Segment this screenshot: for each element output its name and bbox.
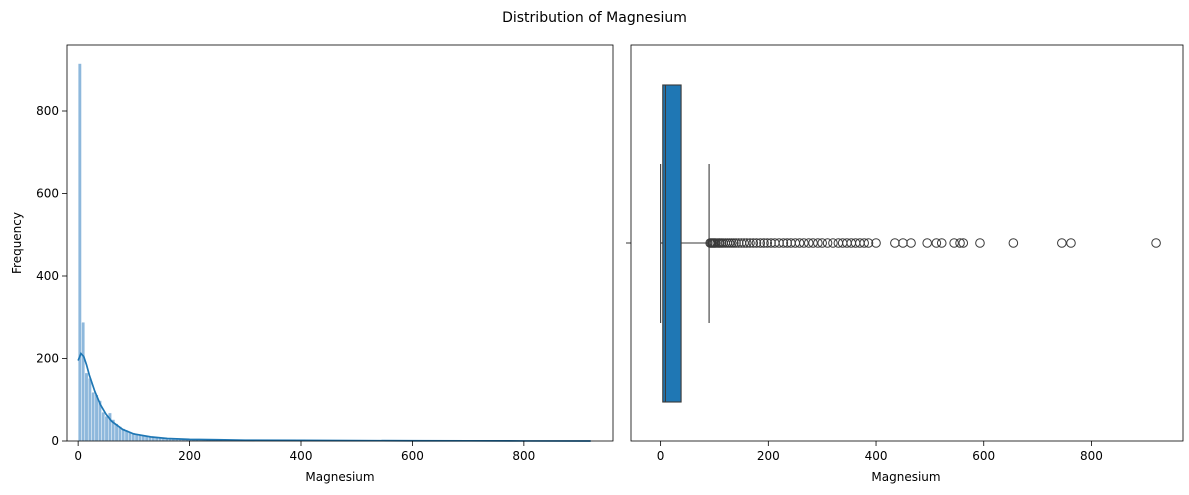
boxplot-outlier [741, 238, 752, 248]
boxplot-outlier [1151, 238, 1161, 248]
histogram-bar [94, 394, 99, 442]
boxplot-outlier [733, 238, 744, 248]
boxplot-outlier [1008, 238, 1019, 248]
boxplot-outlier [931, 238, 942, 248]
histogram-y-label: Frequency [10, 212, 24, 274]
boxplot-outlier [863, 238, 874, 248]
boxplot-outlier [1057, 238, 1067, 248]
x-tick-label: 200 [178, 449, 201, 463]
y-tick-label: 600 [36, 187, 59, 201]
histogram-bar [101, 411, 106, 442]
x-tick-label: 600 [972, 449, 995, 463]
boxplot-outlier [774, 238, 784, 248]
boxplot-outlier [949, 238, 959, 248]
boxplot-outliers [705, 238, 1161, 248]
boxplot-outlier [731, 238, 741, 248]
boxplot-outlier [803, 238, 814, 248]
histogram-bar [84, 372, 89, 442]
boxplot-outlier [817, 238, 827, 248]
boxplot-outlier [813, 238, 823, 248]
boxplot-x-ticks: 0 200 400 600 800 [657, 441, 1103, 463]
histogram-bar [77, 63, 82, 442]
histogram-x-ticks: 0 200 400 600 800 [74, 441, 535, 463]
histogram-bar [104, 416, 109, 442]
boxplot-outlier [794, 238, 805, 248]
boxplot-outlier [778, 238, 789, 248]
boxplot-outlier [729, 238, 739, 248]
x-tick-label: 200 [757, 449, 780, 463]
histogram-x-label: Magnesium [305, 470, 374, 484]
histogram-bars [77, 63, 366, 442]
boxplot-outlier [906, 238, 916, 248]
boxplot-outlier [922, 238, 932, 248]
boxplot-outlier [759, 238, 769, 248]
boxplot-outlier [871, 238, 881, 248]
boxplot-outlier [751, 238, 762, 248]
boxplot-outlier [766, 238, 776, 248]
histogram-axes-frame [66, 44, 614, 442]
boxplot-outlier [745, 238, 755, 248]
y-tick-label: 800 [36, 104, 59, 118]
boxplot-outlier [859, 238, 869, 248]
x-tick-label: 400 [865, 449, 888, 463]
figure-title: Distribution of Magnesium [502, 10, 687, 26]
boxplot-x-label: Magnesium [871, 470, 940, 484]
boxplot-outlier [799, 238, 809, 248]
boxplot-outlier [724, 238, 735, 248]
boxplot-outlier [782, 238, 792, 248]
y-tick-label: 0 [51, 434, 59, 448]
boxplot-outlier [726, 238, 737, 248]
x-tick-label: 400 [290, 449, 313, 463]
boxplot-outlier [762, 238, 773, 248]
histogram-y-ticks: 0 200 400 600 800 [36, 104, 67, 448]
y-tick-label: 200 [36, 352, 59, 366]
histogram-bar [81, 322, 86, 442]
x-tick-label: 800 [512, 449, 535, 463]
boxplot-outlier [898, 238, 908, 248]
x-tick-label: 800 [1080, 449, 1103, 463]
x-tick-label: 0 [74, 449, 82, 463]
boxplot-outlier [975, 238, 985, 248]
boxplot-outlier [748, 238, 759, 248]
histogram-bar [87, 378, 92, 442]
boxplot-outlier [739, 238, 749, 248]
boxplot-outlier [890, 238, 900, 248]
boxplot-outlier [1066, 238, 1076, 248]
boxplot-elements [660, 84, 710, 403]
boxplot-outlier [828, 238, 838, 248]
boxplot-box [662, 84, 682, 403]
boxplot-panel: 0 200 400 600 800 Magnesium [626, 44, 1184, 484]
kde-curve [77, 352, 591, 442]
histogram-panel: 0 200 400 600 800 0 200 400 600 800 Magnesium Fr… [10, 44, 614, 484]
x-tick-label: 600 [401, 449, 424, 463]
boxplot-outlier [958, 238, 969, 248]
y-tick-label: 400 [36, 269, 59, 283]
boxplot-outlier [822, 238, 833, 248]
boxplot-outlier [955, 238, 965, 248]
histogram-bar [91, 392, 96, 442]
boxplot-outlier [936, 238, 947, 248]
boxplot-outlier [755, 238, 766, 248]
x-tick-label: 0 [657, 449, 665, 463]
boxplot-outlier [808, 238, 818, 248]
